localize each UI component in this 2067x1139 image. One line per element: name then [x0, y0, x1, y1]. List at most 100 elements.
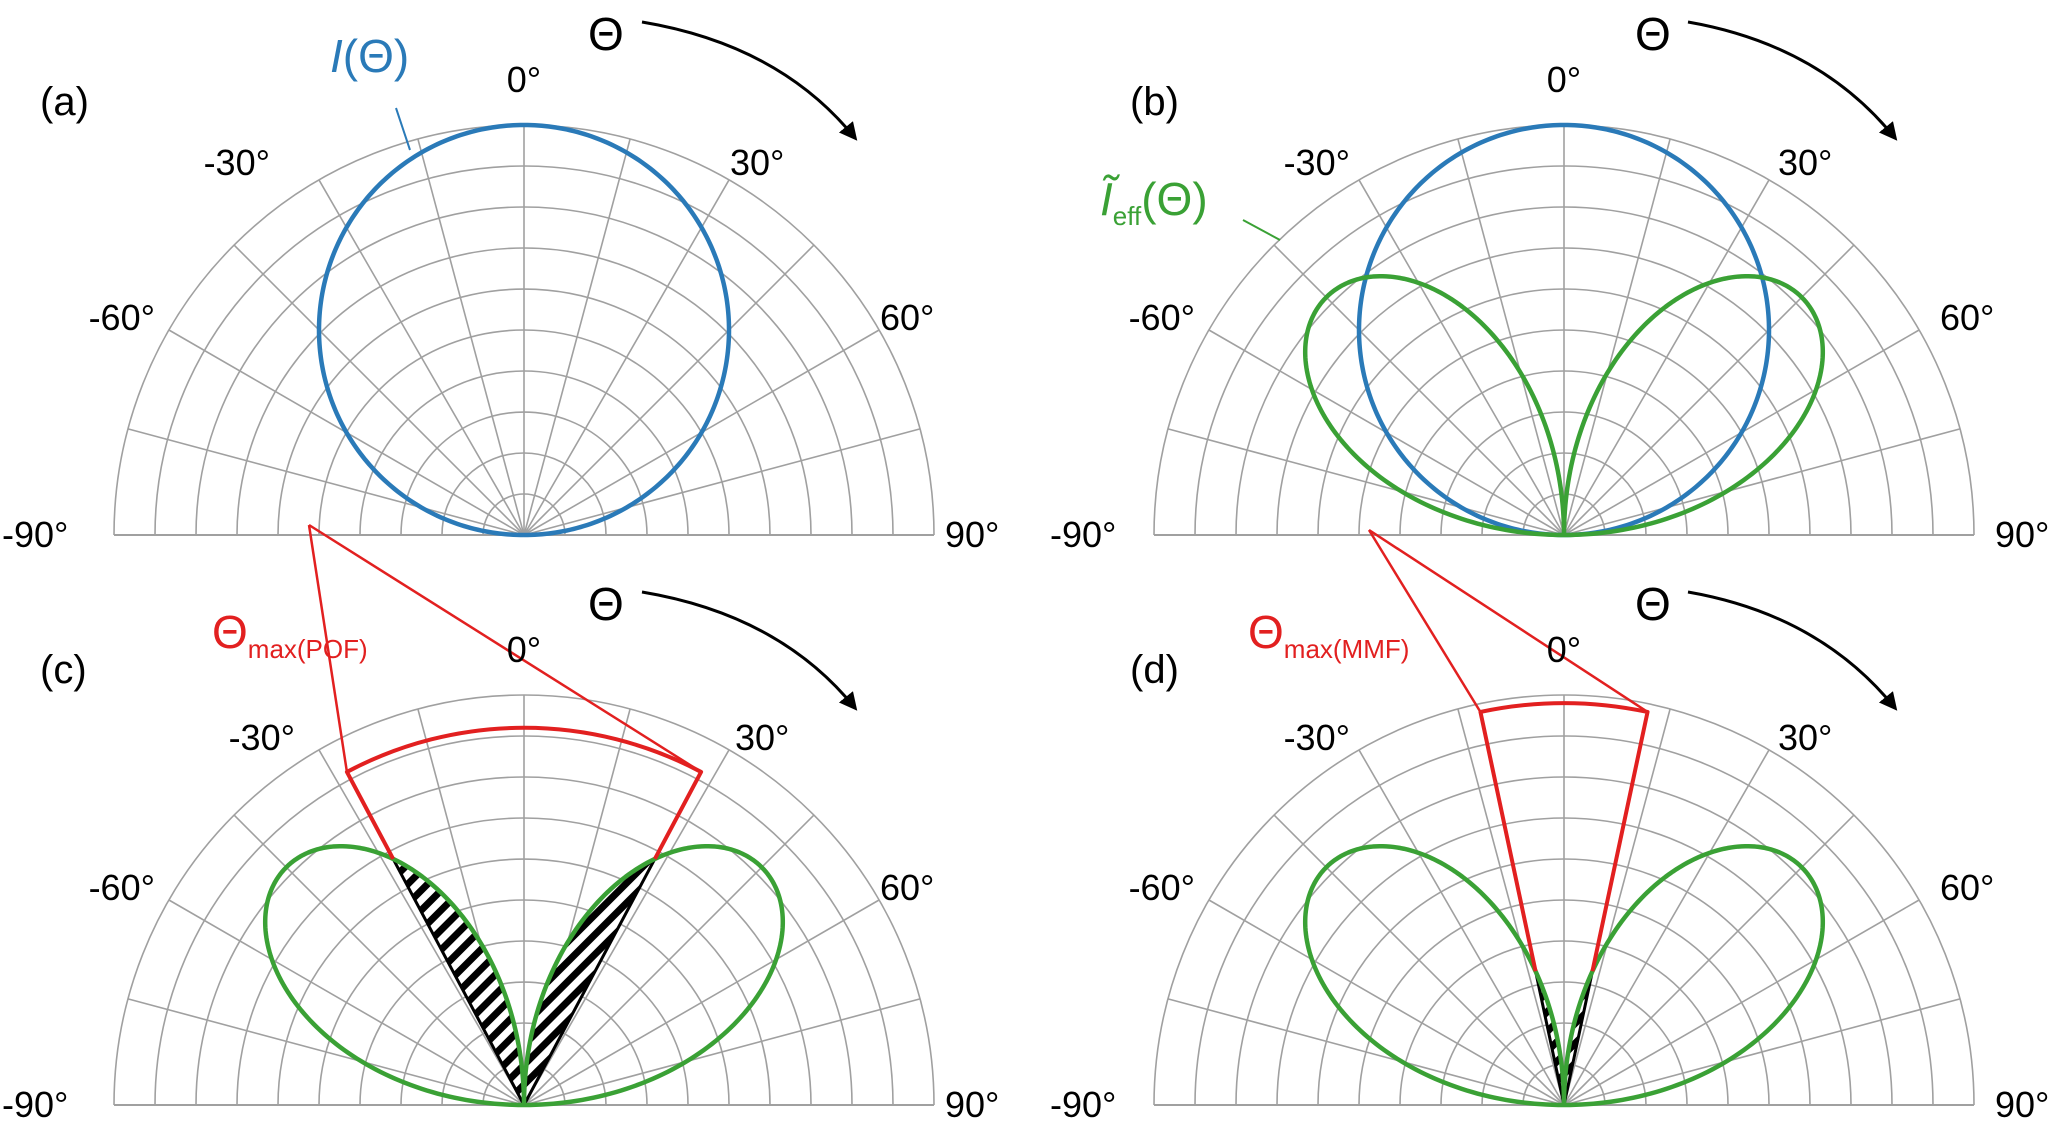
panel-c: (c) 0° -30° 30° -60° 60° -90° 90° Θ Θmax… [2, 523, 999, 1125]
grid-spoke [523, 998, 921, 1106]
series-label-effective: Ĩeff(Θ) [1100, 173, 1208, 231]
tick-label-60: 60° [1940, 297, 1994, 338]
grid-spoke [1563, 814, 1855, 1106]
series-label-leader [395, 107, 411, 151]
effective-intensity-curve [1302, 273, 1826, 538]
aperture-leader-left [307, 524, 349, 773]
tick-label-90: 90° [945, 1084, 999, 1125]
tick-label-minus90: -90° [2, 514, 68, 555]
tick-label-minus90: -90° [1050, 1084, 1116, 1125]
series-label-leader [1242, 219, 1281, 241]
grid-spoke [1563, 998, 1961, 1106]
aperture-cone [344, 725, 704, 860]
tick-label-90: 90° [1995, 514, 2049, 555]
grid-spoke [233, 244, 525, 536]
tick-label-60: 60° [880, 867, 934, 908]
grid-spoke [1273, 814, 1565, 1106]
grid-spoke [523, 814, 815, 1106]
grid-spoke [1563, 138, 1671, 536]
panel-label: (c) [40, 648, 87, 692]
tick-label-minus30: -30° [1284, 717, 1350, 758]
hatched-lobe-left [1534, 970, 1566, 1106]
theta-direction-arrow [1687, 590, 1898, 711]
grid-spoke [1273, 244, 1565, 536]
panel-a: (a) 0° -30° 30° -60° 60° -90° 90° Θ I(Θ) [2, 8, 999, 555]
polar-grid [113, 124, 935, 536]
tick-label-90: 90° [1995, 1084, 2049, 1125]
grid-spoke [1358, 179, 1565, 536]
hatched-lobe-right [1562, 970, 1594, 1106]
tick-label-0: 0° [1547, 629, 1581, 670]
grid-spoke [127, 428, 525, 536]
tick-label-minus30: -30° [204, 142, 270, 183]
tick-label-0: 0° [507, 59, 541, 100]
grid-spoke [1563, 244, 1855, 536]
theta-symbol: Θ [588, 578, 624, 630]
aperture-leader-right [308, 523, 702, 774]
tick-label-minus60: -60° [1129, 297, 1195, 338]
panel-c-marks [262, 523, 786, 1108]
tick-label-60: 60° [880, 297, 934, 338]
grid-spoke [1563, 708, 1671, 1106]
theta-direction-arrow [641, 590, 858, 711]
tick-label-minus90: -90° [1050, 514, 1116, 555]
theta-symbol: Θ [1635, 578, 1671, 630]
aperture-leader-left [1367, 529, 1482, 713]
intensity-curve [1356, 122, 1772, 538]
tick-label-30: 30° [1778, 142, 1832, 183]
panel-a-marks [316, 122, 732, 538]
grid-spoke [523, 749, 730, 1106]
theta-symbol: Θ [1635, 8, 1671, 60]
grid-spoke [318, 179, 525, 536]
aperture-label: Θmax(POF) [212, 606, 368, 664]
panel-label: (b) [1130, 80, 1179, 124]
tick-label-minus90: -90° [2, 1084, 68, 1125]
effective-intensity-curve [1302, 843, 1826, 1108]
grid-spoke [523, 899, 880, 1106]
grid-spoke [233, 814, 525, 1106]
tick-label-30: 30° [1778, 717, 1832, 758]
theta-direction-arrow [1687, 20, 1898, 141]
panel-b-marks [1302, 122, 1826, 538]
effective-intensity-curve [262, 843, 786, 1108]
tick-label-0: 0° [1547, 59, 1581, 100]
grid-spoke [1457, 708, 1565, 1106]
tick-label-30: 30° [735, 717, 789, 758]
aperture-leader-right [1368, 528, 1649, 714]
grid-spoke [1167, 428, 1565, 536]
panel-d: (d) 0° -30° 30° -60° 60° -90° 90° Θ Θmax… [1050, 528, 2049, 1125]
grid-spoke [1563, 428, 1961, 536]
tick-label-0: 0° [507, 629, 541, 670]
aperture-cone [1478, 701, 1650, 972]
panel-b: (b) 0° -30° 30° -60° 60° -90° 90° Θ Ĩeff… [1050, 8, 2049, 555]
grid-spoke [168, 899, 525, 1106]
grid-spoke [1358, 749, 1565, 1106]
tick-label-minus30: -30° [229, 717, 295, 758]
panel-d-marks [1302, 528, 1826, 1108]
grid-spoke [1167, 998, 1565, 1106]
grid-spoke [1563, 899, 1920, 1106]
grid-spoke [523, 428, 921, 536]
grid-spoke [1563, 749, 1770, 1106]
grid-spoke [1457, 138, 1565, 536]
theta-symbol: Θ [588, 8, 624, 60]
grid-spoke [127, 998, 525, 1106]
grid-spoke [417, 138, 525, 536]
grid-spoke [523, 179, 730, 536]
tick-label-30: 30° [730, 142, 784, 183]
theta-direction-arrow [641, 20, 858, 141]
tick-label-60: 60° [1940, 867, 1994, 908]
panel-label: (d) [1130, 648, 1179, 692]
aperture-label: Θmax(MMF) [1248, 606, 1409, 664]
panel-label: (a) [40, 80, 89, 124]
tick-label-minus60: -60° [89, 297, 155, 338]
polar-grid [1153, 124, 1975, 536]
grid-spoke [523, 138, 631, 536]
polar-grid [1153, 694, 1975, 1106]
grid-spoke [318, 749, 525, 1106]
tick-label-minus30: -30° [1284, 142, 1350, 183]
tick-label-minus60: -60° [1129, 867, 1195, 908]
intensity-curve [316, 122, 732, 538]
grid-spoke [523, 244, 815, 536]
